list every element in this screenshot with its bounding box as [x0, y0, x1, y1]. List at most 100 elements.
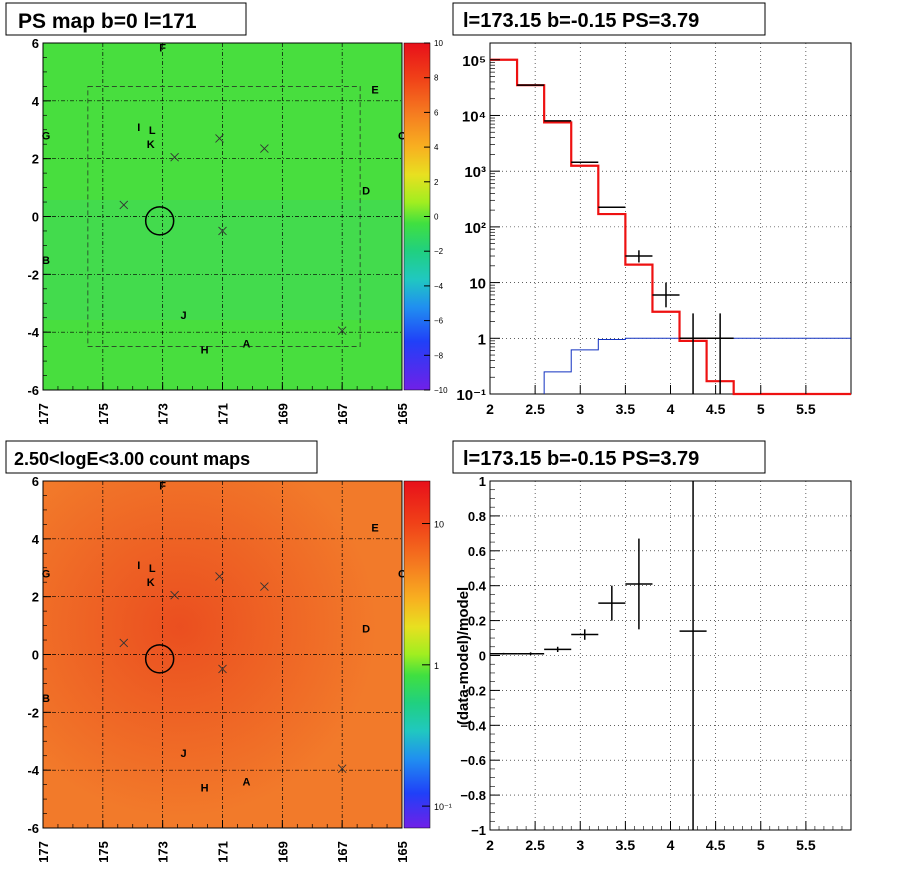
map-x-tick-label: 177: [36, 841, 51, 863]
map-source-label: E: [371, 84, 378, 96]
map-x-tick-label: 173: [156, 841, 171, 863]
colorbar-tick-label: −4: [434, 282, 444, 291]
residual-grid: [490, 481, 851, 830]
map-source-marker: [215, 134, 224, 143]
colorbar-tick-label: 2: [434, 178, 439, 187]
map-source-marker: [260, 144, 269, 153]
residual-x-tick-label: 5.5: [796, 837, 816, 853]
residual-x-tick-label: 3: [576, 837, 584, 853]
svg-text:l=173.15 b=-0.15 PS=3.79: l=173.15 b=-0.15 PS=3.79: [463, 448, 699, 470]
map-source-label: B: [42, 693, 50, 705]
colorbar-tick-label: 10: [434, 39, 443, 48]
map-source-marker: [260, 582, 269, 591]
spectrum-y-tick-label: 10³: [464, 164, 486, 181]
map-x-tick-label: 173: [156, 403, 171, 425]
panel-title-tl: PS map b=0 l=171: [5, 2, 247, 36]
map-x-tick-label: 177: [36, 403, 51, 425]
map-x-tick-label: 167: [335, 403, 350, 425]
map-roi-frame: [87, 86, 361, 347]
map-y-tick-label: 2: [32, 152, 39, 167]
map-source-label: F: [159, 480, 166, 492]
map-target-circle: [144, 206, 175, 236]
spectrum-grid: [490, 43, 851, 394]
map-source-marker: [119, 638, 129, 648]
map-source-label: J: [181, 748, 187, 760]
svg-text:PS map b=0 l=171: PS map b=0 l=171: [18, 10, 197, 33]
spectrum-panel: 2 2.5 3 3.5 4 4.5 5 5.5 10⁵ 10⁴ 10³ 10² 10 1 10⁻¹: [456, 42, 852, 417]
map-y-tick-label: 6: [32, 36, 39, 51]
residual-x-tick-label: 4: [667, 837, 675, 853]
map-y-tick-label: 2: [32, 590, 39, 605]
residual-y-axis-label: (data-model)/model: [455, 587, 472, 725]
residual-axes: 2 2.5 3 3.5 4 4.5 5 5.5 1 0.8 0.6 0.4 0.2 0 −0.2 −0.4 −0…: [460, 474, 852, 853]
map-source-label: K: [147, 577, 155, 589]
colorbar-tick-label: −8: [434, 351, 444, 360]
map-source-label: I: [137, 560, 140, 572]
map-source-marker: [170, 152, 179, 162]
residual-y-tick-label: −1: [471, 823, 486, 838]
map-source-label: H: [201, 783, 209, 795]
map-y-tick-label: 6: [32, 474, 39, 489]
residual-panel: 2 2.5 3 3.5 4 4.5 5 5.5 1 0.8 0.6 0.4 0.2 0 −0.2 −0.4 −0…: [455, 474, 852, 853]
spectrum-y-tick-label: 10: [469, 276, 486, 293]
residual-y-tick-label: 0.6: [468, 544, 486, 559]
map-x-tick-label: 169: [275, 403, 290, 425]
count-map-colorbar-ticks: 10 1 10⁻¹: [422, 520, 452, 812]
colorbar-tick-label: 1: [434, 661, 439, 671]
colorbar-tick-label: −6: [434, 317, 444, 326]
map-x-tick-label: 167: [335, 841, 350, 863]
colorbar-tick-label: 10⁻¹: [434, 802, 452, 812]
ps-map-axes: 177 175 173 171 169 167 165 6 4 2 0 -2 -4 -6: [27, 36, 410, 425]
spectrum-marks: [490, 58, 851, 396]
residual-x-tick-label: 2: [486, 837, 494, 853]
map-y-tick-label: -4: [27, 763, 39, 778]
count-map-colorbar: [403, 480, 431, 829]
colorbar-tick-label: −10: [434, 386, 448, 395]
colorbar-tick-label: 6: [434, 108, 439, 117]
map-source-label: I: [137, 122, 140, 134]
map-source-label: E: [371, 522, 378, 534]
map-source-label: A: [242, 339, 250, 351]
residual-y-tick-label: 0.2: [468, 614, 486, 629]
spectrum-x-tick-label: 2: [486, 401, 494, 417]
map-x-tick-label: 169: [275, 841, 290, 863]
map-source-label: A: [242, 777, 250, 789]
map-source-marker: [170, 590, 179, 600]
colorbar-tick-label: 0: [434, 213, 439, 222]
spectrum-y-tick-label: 10⁵: [462, 53, 486, 70]
count-map-axes: 177 175 173 171 169 167 165 6 4 2 0 -2 -4 -6: [27, 474, 410, 863]
spectrum-y-tick-label: 10⁻¹: [456, 387, 486, 404]
map-target-circle: [144, 644, 175, 674]
map-source-label: G: [42, 569, 51, 581]
map-y-tick-label: 0: [32, 210, 39, 225]
map-y-tick-label: -6: [27, 821, 39, 836]
map-source-marker: [218, 226, 227, 236]
residual-y-tick-label: −0.4: [460, 718, 486, 733]
map-y-tick-label: -6: [27, 383, 39, 398]
residual-y-tick-label: −0.2: [460, 683, 486, 698]
spectrum-x-tick-label: 2.5: [525, 401, 545, 417]
map-y-tick-label: 0: [32, 648, 39, 663]
residual-x-tick-label: 3.5: [616, 837, 636, 853]
map-source-label: F: [159, 42, 166, 54]
map-y-tick-label: -4: [27, 325, 39, 340]
ps-map-colorbar-ticks: 10 8 6 4 2 0 −2 −4 −6 −8 −10: [424, 39, 448, 395]
map-source-label: J: [181, 310, 187, 322]
ps-map-grid: [43, 43, 402, 390]
svg-text:2.50<logE<3.00 count maps: 2.50<logE<3.00 count maps: [14, 449, 250, 469]
panel-title-tr: l=173.15 b=-0.15 PS=3.79: [452, 2, 766, 36]
residual-y-tick-label: 1: [479, 474, 486, 489]
map-x-tick-label: 175: [96, 841, 111, 863]
map-source-label: D: [362, 623, 370, 635]
map-source-label: K: [147, 139, 155, 151]
residual-x-tick-label: 2.5: [525, 837, 545, 853]
spectrum-x-tick-label: 5.5: [796, 401, 816, 417]
map-x-tick-label: 165: [395, 841, 410, 863]
colorbar-tick-label: −2: [434, 247, 444, 256]
map-x-tick-label: 175: [96, 403, 111, 425]
map-source-label: G: [42, 131, 51, 143]
map-source-label: B: [42, 255, 50, 267]
